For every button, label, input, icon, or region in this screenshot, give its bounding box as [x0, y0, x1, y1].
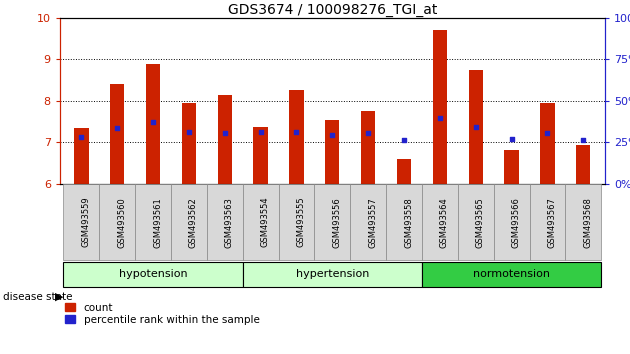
Point: [292, 129, 302, 135]
Point: [435, 115, 445, 120]
Text: GSM493565: GSM493565: [476, 197, 484, 247]
Text: GSM493554: GSM493554: [261, 197, 270, 247]
Bar: [325, 120, 340, 184]
Text: GSM493555: GSM493555: [297, 197, 306, 247]
Point: [507, 136, 517, 142]
Point: [112, 125, 122, 131]
FancyBboxPatch shape: [171, 184, 207, 260]
Title: GDS3674 / 100098276_TGI_at: GDS3674 / 100098276_TGI_at: [227, 3, 437, 17]
FancyBboxPatch shape: [350, 184, 386, 260]
Text: hypotension: hypotension: [118, 269, 187, 279]
Legend: count, percentile rank within the sample: count, percentile rank within the sample: [65, 303, 260, 325]
Text: GSM493560: GSM493560: [117, 197, 126, 247]
Point: [184, 129, 194, 135]
FancyBboxPatch shape: [386, 184, 422, 260]
Text: GSM493557: GSM493557: [368, 197, 377, 247]
Point: [327, 132, 337, 138]
Text: GSM493564: GSM493564: [440, 197, 449, 247]
Bar: [397, 159, 411, 184]
FancyBboxPatch shape: [314, 184, 350, 260]
Bar: [469, 70, 483, 184]
Bar: [181, 103, 196, 184]
Point: [399, 138, 409, 143]
FancyBboxPatch shape: [243, 262, 422, 287]
FancyBboxPatch shape: [207, 184, 243, 260]
FancyBboxPatch shape: [100, 184, 135, 260]
Text: GSM493556: GSM493556: [332, 197, 341, 247]
Text: GSM493559: GSM493559: [81, 197, 90, 247]
Point: [148, 119, 158, 125]
Point: [220, 131, 230, 136]
Text: hypertension: hypertension: [295, 269, 369, 279]
Bar: [74, 128, 89, 184]
FancyBboxPatch shape: [529, 184, 565, 260]
Bar: [146, 64, 160, 184]
Point: [542, 131, 553, 136]
Text: GSM493558: GSM493558: [404, 197, 413, 247]
Point: [471, 124, 481, 130]
Text: GSM493563: GSM493563: [225, 197, 234, 247]
Bar: [541, 103, 554, 184]
FancyBboxPatch shape: [64, 262, 243, 287]
FancyBboxPatch shape: [458, 184, 494, 260]
Text: GSM493568: GSM493568: [583, 197, 592, 247]
FancyBboxPatch shape: [135, 184, 171, 260]
FancyBboxPatch shape: [243, 184, 278, 260]
Text: GSM493566: GSM493566: [512, 197, 520, 247]
Point: [363, 131, 373, 136]
Point: [76, 135, 86, 140]
Bar: [289, 91, 304, 184]
FancyBboxPatch shape: [422, 262, 601, 287]
Bar: [576, 144, 590, 184]
Point: [256, 129, 266, 135]
Point: [578, 138, 588, 143]
Bar: [433, 30, 447, 184]
Bar: [110, 84, 124, 184]
Text: normotension: normotension: [473, 269, 550, 279]
FancyBboxPatch shape: [494, 184, 529, 260]
Bar: [361, 111, 375, 184]
FancyBboxPatch shape: [278, 184, 314, 260]
Text: GSM493567: GSM493567: [547, 197, 556, 247]
FancyBboxPatch shape: [565, 184, 601, 260]
Text: GSM493561: GSM493561: [153, 197, 162, 247]
Text: ▶: ▶: [55, 292, 64, 302]
Bar: [505, 150, 518, 184]
Bar: [253, 127, 268, 184]
Text: GSM493562: GSM493562: [189, 197, 198, 247]
FancyBboxPatch shape: [422, 184, 458, 260]
Text: disease state: disease state: [3, 292, 72, 302]
Bar: [217, 95, 232, 184]
FancyBboxPatch shape: [64, 184, 100, 260]
